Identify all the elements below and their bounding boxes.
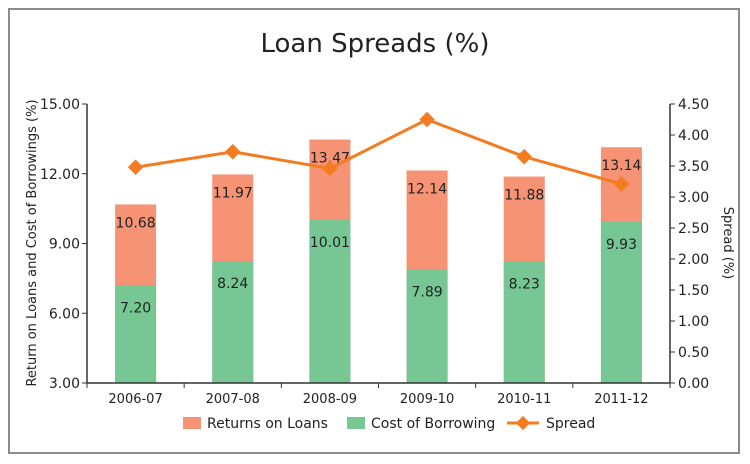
legend-label-returns: Returns on Loans (207, 416, 328, 432)
right-tick-label: 4.50 (678, 97, 709, 113)
bar-cost-of-borrowing (212, 261, 254, 383)
x-tick-label: 2010-11 (497, 392, 551, 407)
legend-swatch-returns (183, 417, 201, 429)
left-tick-label: 6.00 (49, 306, 80, 322)
spread-line-series (127, 111, 630, 192)
legend-label-cost: Cost of Borrowing (371, 416, 495, 432)
left-tick-label: 15.00 (40, 97, 80, 113)
spread-point (419, 111, 435, 128)
legend: Returns on Loans Cost of Borrowing Sprea… (183, 415, 595, 432)
spread-point (224, 143, 241, 160)
x-tick-label: 2011-12 (594, 392, 648, 407)
legend-label-spread: Spread (546, 416, 595, 432)
data-label-cost: 7.89 (411, 284, 442, 300)
data-label-returns: 11.88 (504, 188, 544, 204)
data-label-cost: 10.01 (310, 235, 350, 251)
spread-point (516, 148, 533, 165)
data-label-returns: 12.14 (407, 181, 447, 197)
bar-cost-of-borrowing (115, 285, 157, 383)
x-axis: 2006-07 2007-08 2008-09 2009-10 2010-11 2011-… (86, 382, 671, 407)
left-tick-label: 12.00 (40, 167, 80, 183)
right-tick-label: 4.00 (678, 128, 709, 144)
spread-point (613, 176, 630, 192)
right-axis: 0.00 0.50 1.00 1.50 2.00 2.50 3.00 3.50 4.00 4.50 (669, 97, 709, 392)
left-tick-label: 9.00 (49, 237, 80, 253)
left-tick-label: 3.00 (49, 376, 80, 392)
right-tick-label: 2.50 (678, 221, 709, 237)
spread-point (127, 159, 144, 176)
x-tick-label: 2008-09 (303, 392, 357, 407)
data-label-returns: 13.14 (601, 158, 641, 174)
bar-series: 10.687.2011.978.2413.4710.0112.147.8911.… (115, 139, 642, 383)
data-label-cost: 8.24 (217, 276, 248, 292)
right-tick-label: 2.00 (678, 252, 709, 268)
legend-swatch-spread-marker (515, 415, 531, 431)
right-axis-title: Spread (%) (720, 207, 735, 279)
spread-point (322, 160, 338, 177)
x-tick-label: 2009-10 (400, 392, 454, 407)
spread-line (135, 117, 622, 186)
x-tick-label: 2007-08 (206, 392, 260, 407)
right-tick-label: 3.00 (678, 190, 709, 206)
right-tick-label: 1.50 (678, 283, 709, 299)
data-label-cost: 7.20 (120, 300, 151, 316)
bar-cost-of-borrowing (406, 269, 448, 383)
bar-cost-of-borrowing (503, 261, 545, 383)
left-axis-title: Return on Loans and Cost of Borrowings (… (25, 99, 40, 386)
x-tick-label: 2006-07 (108, 392, 162, 407)
right-tick-label: 0.50 (678, 345, 709, 361)
right-tick-label: 3.50 (678, 159, 709, 175)
data-label-cost: 9.93 (606, 237, 637, 253)
legend-swatch-cost (347, 417, 365, 429)
data-label-returns: 11.97 (213, 185, 253, 201)
chart-title: Loan Spreads (%) (261, 29, 490, 59)
right-tick-label: 1.00 (678, 314, 709, 330)
data-label-cost: 8.23 (509, 276, 540, 292)
bar-cost-of-borrowing (309, 220, 351, 383)
data-label-returns: 10.68 (116, 215, 156, 231)
left-axis: 3.00 6.00 9.00 12.00 15.00 (40, 97, 88, 392)
right-tick-label: 0.00 (678, 376, 709, 392)
bar-cost-of-borrowing (600, 221, 642, 383)
